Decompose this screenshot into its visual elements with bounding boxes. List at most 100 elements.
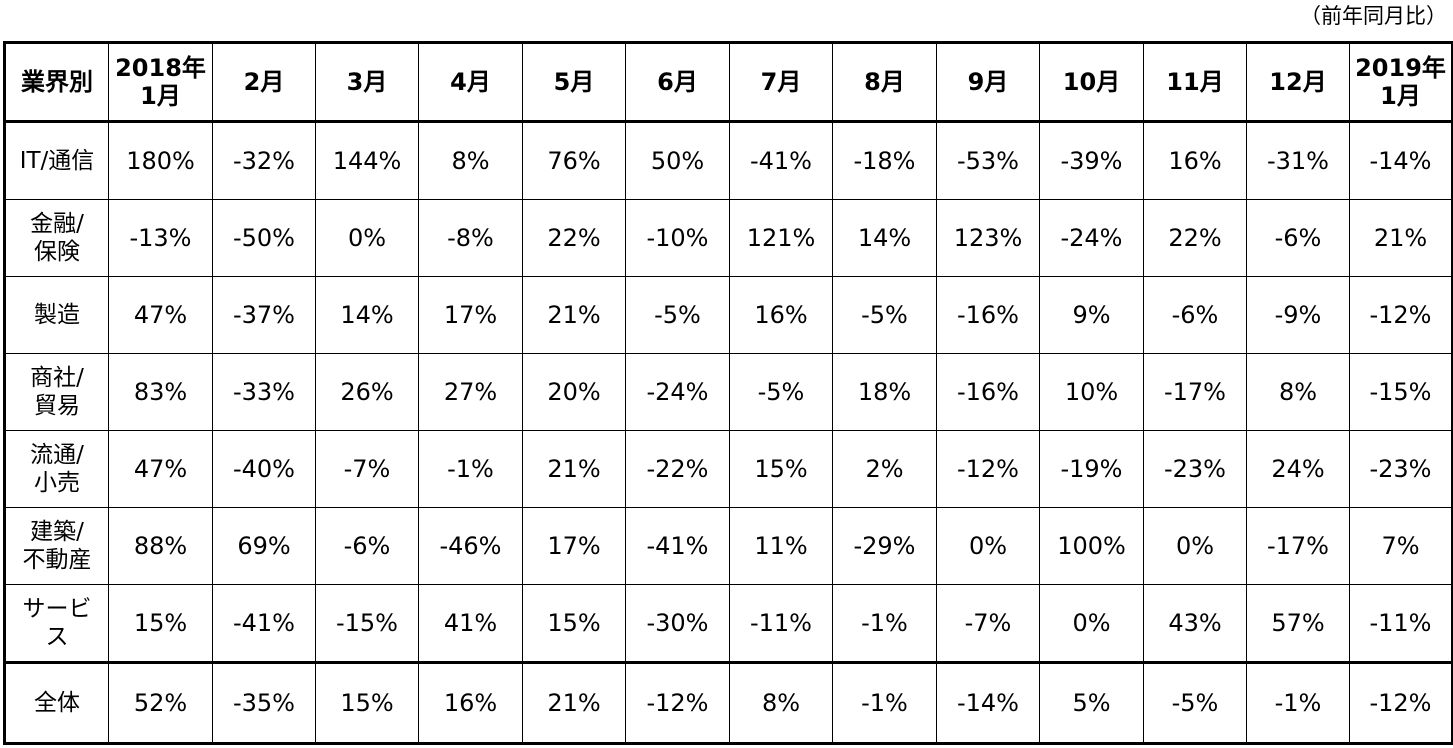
table-row: 商社/貿易 83% -33% 26% 27% 20% -24% -5% 18% -16% 10% -1… (4, 353, 1453, 431)
value-cell: -41% (212, 584, 316, 663)
value-cell: 5% (1039, 662, 1144, 744)
value-cell: 69% (212, 507, 316, 585)
value-cell: 10% (1039, 353, 1144, 431)
cell-text: IT/通信 (19, 148, 95, 174)
value-cell: -16% (936, 276, 1040, 354)
cell-text: 9月 (967, 68, 1009, 96)
cell-text: 金融/ (30, 211, 84, 237)
value-cell: 20% (522, 353, 626, 431)
value-cell: -5% (1143, 662, 1247, 744)
value-cell: -1% (418, 430, 523, 508)
value-cell: -5% (832, 276, 937, 354)
industry-label: IT/通信 (4, 121, 109, 200)
value-cell: 15% (522, 584, 626, 663)
value-cell: -24% (1039, 199, 1144, 277)
value-cell: 22% (522, 199, 626, 277)
header-month: 7月 (729, 42, 833, 122)
table-row: 流通/小売 47% -40% -7% -1% 21% -22% 15% 2% -12% -19% -2… (4, 430, 1453, 508)
cell-text: 製造 (34, 302, 80, 328)
value-cell: -7% (315, 430, 419, 508)
value-cell: -24% (625, 353, 730, 431)
value-cell: -6% (1246, 199, 1350, 277)
cell-text: 業界別 (21, 68, 93, 96)
cell-text: 3月 (346, 68, 388, 96)
value-cell: 43% (1143, 584, 1247, 663)
header-month: 2月 (212, 42, 316, 122)
value-cell: 2% (832, 430, 937, 508)
value-cell: 8% (418, 121, 523, 200)
value-cell: -22% (625, 430, 730, 508)
value-cell: -50% (212, 199, 316, 277)
value-cell: 21% (522, 430, 626, 508)
industry-label: 流通/小売 (4, 430, 109, 508)
cell-text: 貿易 (34, 393, 80, 419)
table-row: 金融/保険 -13% -50% 0% -8% 22% -10% 121% 14% 123% -24%… (4, 199, 1453, 277)
value-cell: -7% (936, 584, 1040, 663)
value-cell: -1% (1246, 662, 1350, 744)
value-cell: 0% (1039, 584, 1144, 663)
header-month: 12月 (1246, 42, 1350, 122)
value-cell: 0% (315, 199, 419, 277)
cell-text: 保険 (34, 239, 80, 265)
value-cell: -15% (315, 584, 419, 663)
cell-text: 12月 (1269, 68, 1327, 96)
header-industry: 業界別 (4, 42, 109, 122)
value-cell: -19% (1039, 430, 1144, 508)
value-cell: -32% (212, 121, 316, 200)
value-cell: 16% (418, 662, 523, 744)
value-cell: -31% (1246, 121, 1350, 200)
cell-text: 不動産 (22, 547, 92, 573)
value-cell: -18% (832, 121, 937, 200)
value-cell: 14% (832, 199, 937, 277)
value-cell: -14% (1349, 121, 1453, 200)
industry-label: 金融/保険 (4, 199, 109, 277)
value-cell: 26% (315, 353, 419, 431)
value-cell: -5% (729, 353, 833, 431)
value-cell: -17% (1246, 507, 1350, 585)
value-cell: -9% (1246, 276, 1350, 354)
header-month: 10月 (1039, 42, 1144, 122)
value-cell: 15% (315, 662, 419, 744)
value-cell: -12% (936, 430, 1040, 508)
value-cell: 47% (108, 430, 213, 508)
cell-text: 建築/ (30, 519, 84, 545)
value-cell: 16% (1143, 121, 1247, 200)
cell-text: 全体 (34, 690, 80, 716)
industry-label: 全体 (4, 662, 109, 744)
value-cell: 21% (1349, 199, 1453, 277)
cell-text: 7月 (760, 68, 802, 96)
cell-text: 10月 (1062, 68, 1121, 96)
value-cell: 0% (1143, 507, 1247, 585)
industry-label: 建築/不動産 (4, 507, 109, 585)
cell-text: 2月 (243, 68, 285, 96)
cell-text: ス (45, 624, 69, 650)
value-cell: 41% (418, 584, 523, 663)
value-cell: 52% (108, 662, 213, 744)
table-row: IT/通信 180% -32% 144% 8% 76% 50% -41% -18% -53% -39… (4, 121, 1453, 200)
header-month: 9月 (936, 42, 1040, 122)
value-cell: -16% (936, 353, 1040, 431)
value-cell: -23% (1349, 430, 1453, 508)
header-month: 2018年 1月 (108, 42, 213, 122)
value-cell: -13% (108, 199, 213, 277)
total-row: 全体 52% -35% 15% 16% 21% -12% 8% -1% -14% 5% -5% -1% -… (4, 662, 1453, 744)
header-month: 8月 (832, 42, 937, 122)
cell-text: 5月 (553, 68, 595, 96)
value-cell: -6% (1143, 276, 1247, 354)
value-cell: 121% (729, 199, 833, 277)
unit-note: （前年同月比） (1300, 4, 1447, 28)
header-row: 業界別 2018年 1月 2月 3月 4月 5月 6月 7月 8月 9月 10月 11月 12月 2019年… (4, 42, 1453, 122)
value-cell: 8% (1246, 353, 1350, 431)
value-cell: 47% (108, 276, 213, 354)
value-cell: -14% (936, 662, 1040, 744)
value-cell: 21% (522, 662, 626, 744)
header-month: 6月 (625, 42, 730, 122)
value-cell: -46% (418, 507, 523, 585)
cell-text: 2019年 (1355, 54, 1446, 82)
value-cell: -11% (1349, 584, 1453, 663)
value-cell: -6% (315, 507, 419, 585)
value-cell: -1% (832, 662, 937, 744)
value-cell: 100% (1039, 507, 1144, 585)
value-cell: -23% (1143, 430, 1247, 508)
cell-text: 11月 (1166, 68, 1224, 96)
